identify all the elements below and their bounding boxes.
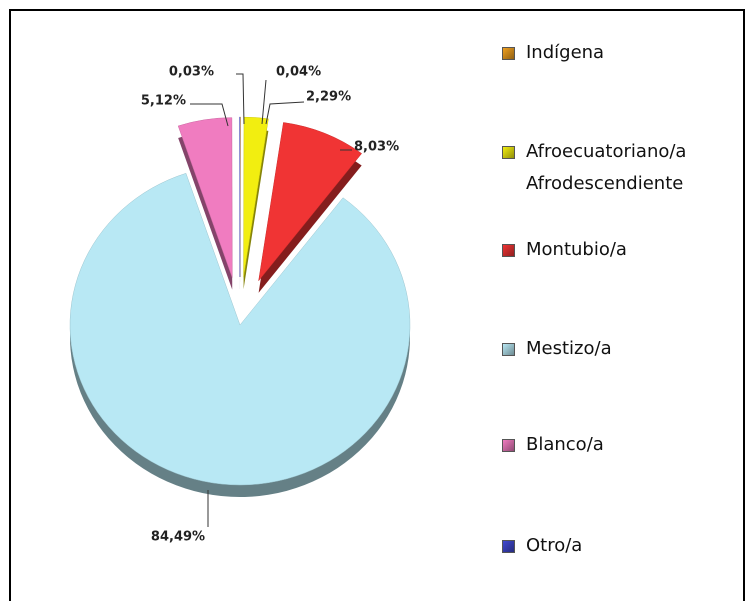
data-label: 2,29% — [306, 90, 351, 105]
legend-swatch — [502, 47, 515, 60]
data-label: 0,03% — [169, 65, 214, 80]
slice — [69, 172, 411, 486]
frame — [9, 9, 745, 601]
legend-swatch — [502, 343, 515, 356]
legend-label: Afroecuatoriano/a Afrodescendiente — [526, 141, 687, 194]
legend-label: Indígena — [526, 42, 605, 63]
legend-label: Mestizo/a — [526, 338, 612, 359]
data-label: 8,03% — [354, 140, 399, 155]
data-labels: 0,04% 2,29% 8,03% 84,49% 5,12% 0,03% — [141, 65, 399, 545]
legend-swatch — [502, 439, 515, 452]
data-label: 84,49% — [151, 530, 205, 545]
leader-line — [261, 79, 267, 125]
pie — [69, 116, 411, 497]
leader-line — [265, 101, 305, 125]
leader-line — [190, 103, 229, 127]
slice — [177, 117, 233, 278]
legend-swatch — [502, 244, 515, 257]
data-label: 0,04% — [276, 65, 321, 80]
legend-label: Otro/a — [526, 535, 583, 556]
legend-label: Blanco/a — [526, 434, 604, 455]
legend-label: Montubio/a — [526, 239, 627, 260]
legend-swatch — [502, 146, 515, 159]
leader-line — [236, 73, 245, 125]
legend-swatch — [502, 540, 515, 553]
data-label: 5,12% — [141, 94, 186, 109]
slice — [258, 122, 363, 282]
